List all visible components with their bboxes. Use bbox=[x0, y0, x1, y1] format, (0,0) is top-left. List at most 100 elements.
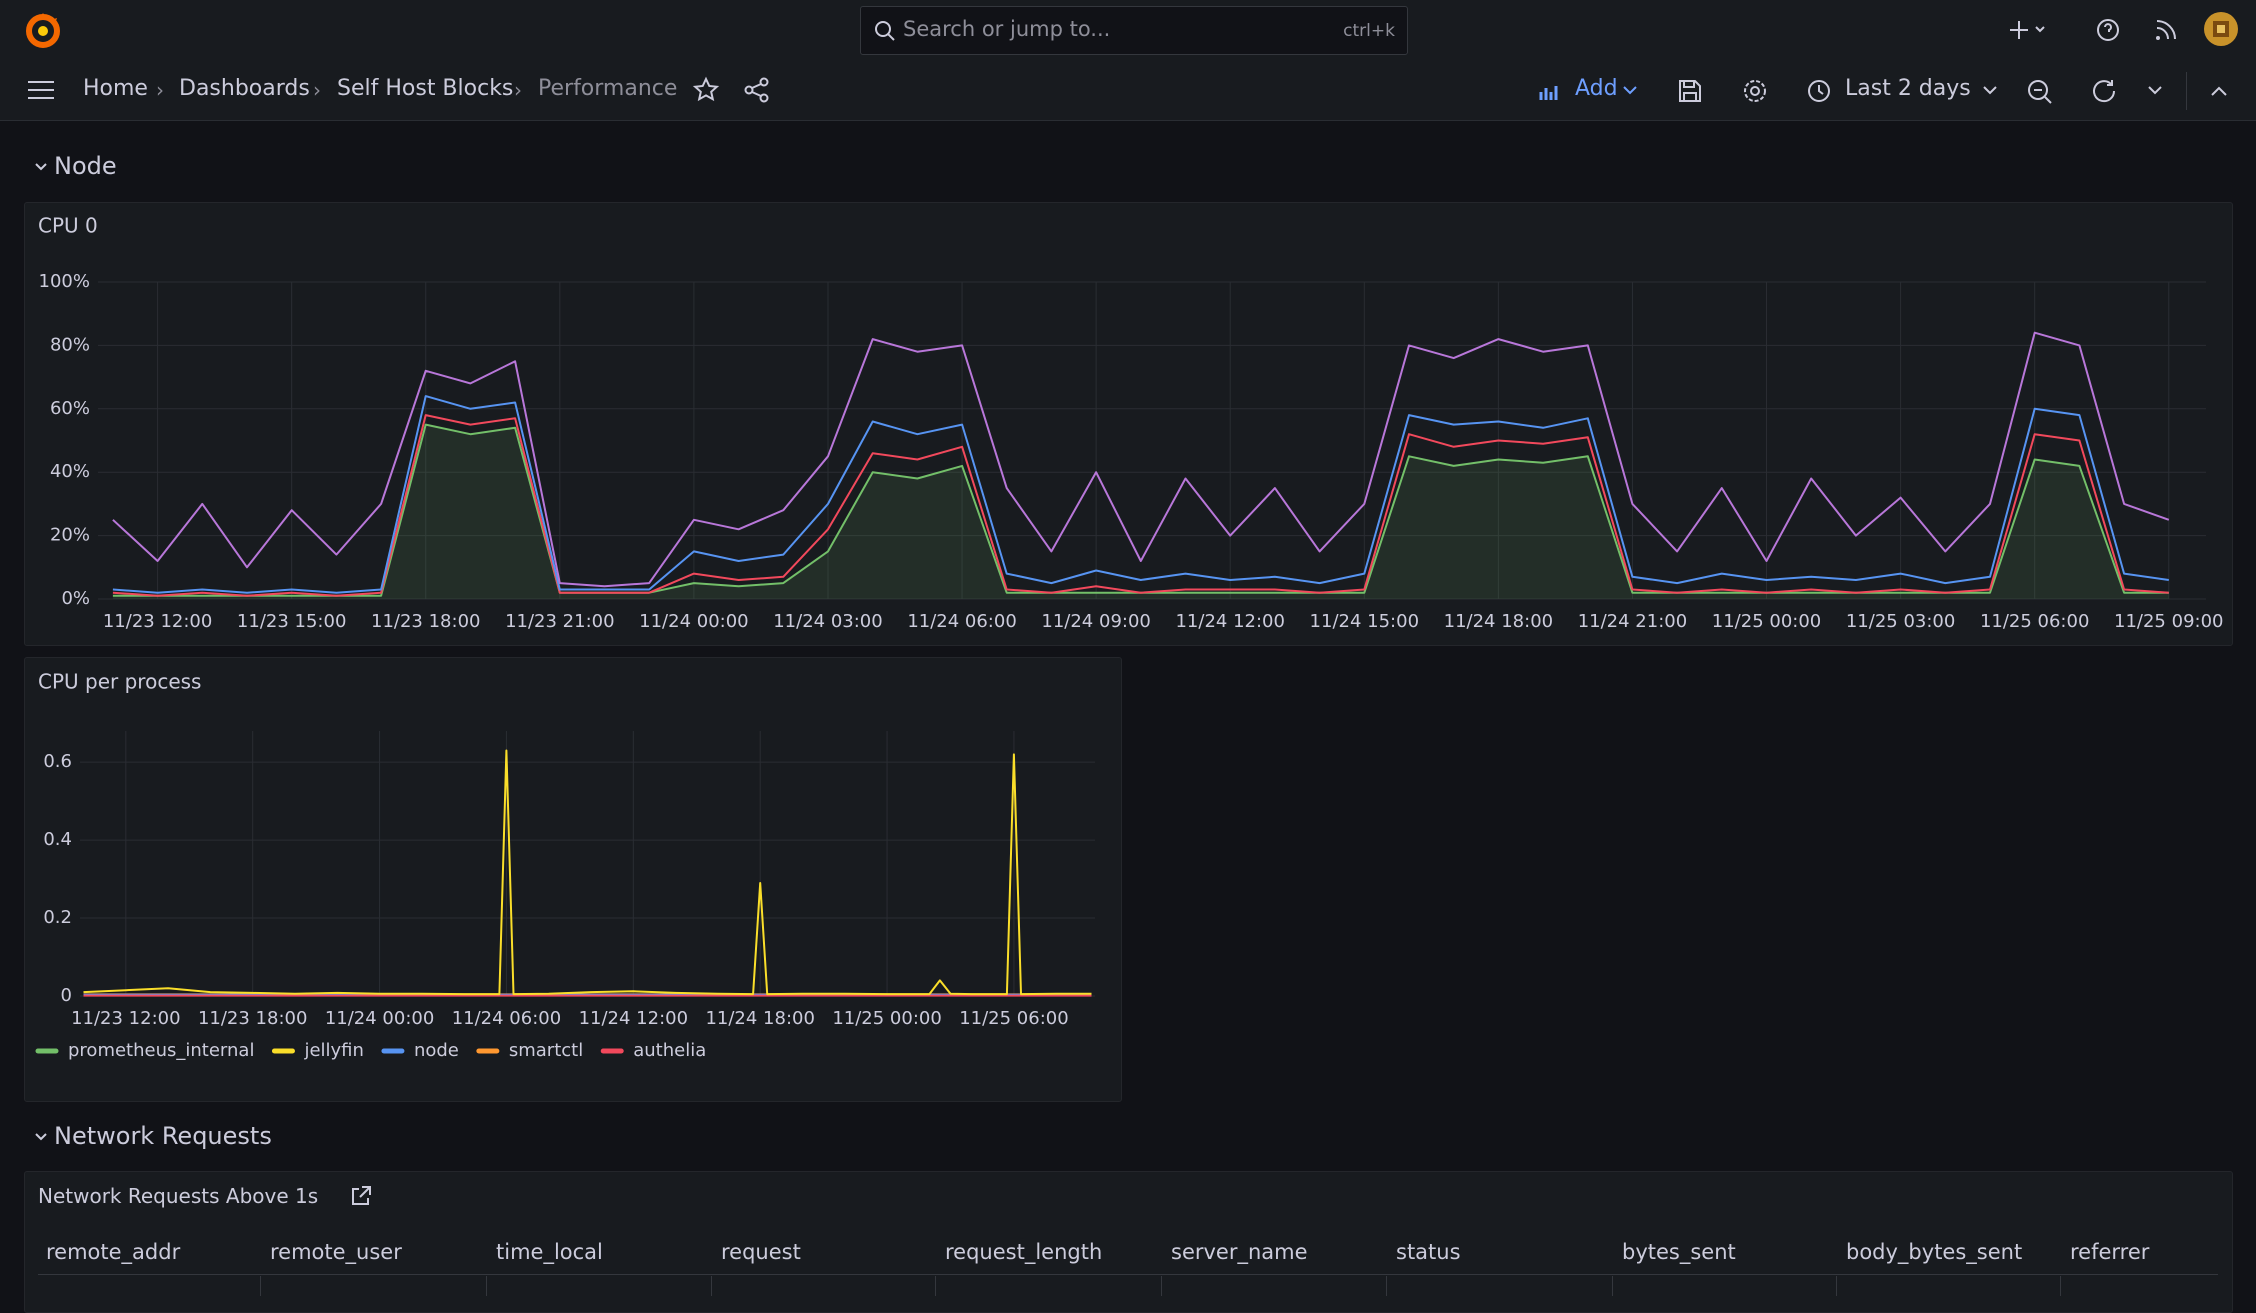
x-tick-label: 11/24 03:00 bbox=[773, 611, 882, 632]
panel-title: CPU 0 bbox=[38, 214, 98, 238]
y-tick-label: 0% bbox=[61, 588, 90, 609]
search-box[interactable]: Search or jump to... ctrl+k bbox=[860, 6, 1408, 55]
legend-label[interactable]: smartctl bbox=[509, 1040, 583, 1061]
series-line bbox=[112, 331, 2170, 588]
x-tick-label: 11/23 21:00 bbox=[505, 611, 614, 632]
breadcrumb-current: Performance bbox=[538, 76, 678, 101]
column-divider bbox=[2060, 1276, 2061, 1296]
nav-bar bbox=[0, 60, 2256, 121]
zoom-out[interactable] bbox=[2026, 78, 2054, 106]
divider bbox=[2186, 72, 2187, 110]
panel-title: Network Requests Above 1s bbox=[38, 1184, 319, 1208]
x-tick-label: 11/25 00:00 bbox=[832, 1008, 941, 1029]
new-menu[interactable] bbox=[2006, 16, 2050, 44]
column-header[interactable]: status bbox=[1396, 1240, 1461, 1264]
refresh-chevron[interactable] bbox=[2147, 84, 2163, 98]
x-tick-label: 11/24 12:00 bbox=[1175, 611, 1284, 632]
column-divider bbox=[935, 1276, 936, 1296]
star-icon[interactable] bbox=[692, 76, 720, 104]
shortcut-hint: ctrl+k bbox=[1343, 21, 1395, 41]
share-icon[interactable] bbox=[743, 76, 771, 104]
chart: CPU 0 0% 20% 40% 60% 80% 100% 11/23 12:00 11/23… bbox=[38, 214, 2223, 633]
x-tick-label: 11/24 06:00 bbox=[907, 611, 1016, 632]
column-header[interactable]: body_bytes_sent bbox=[1846, 1240, 2023, 1264]
save-icon[interactable] bbox=[1677, 78, 1703, 104]
x-tick-label: 11/24 00:00 bbox=[325, 1008, 434, 1029]
avatar[interactable] bbox=[2204, 12, 2238, 46]
x-tick-label: 11/23 18:00 bbox=[198, 1008, 307, 1029]
section-title[interactable]: Node bbox=[54, 152, 117, 180]
refresh[interactable] bbox=[2091, 78, 2119, 106]
x-tick-label: 11/24 21:00 bbox=[1578, 611, 1687, 632]
column-header[interactable]: remote_addr bbox=[46, 1240, 181, 1264]
panel-title: CPU per process bbox=[38, 670, 201, 694]
x-tick-label: 11/23 15:00 bbox=[237, 611, 346, 632]
menu-toggle[interactable] bbox=[26, 78, 58, 102]
breadcrumb[interactable]: Dashboards bbox=[179, 76, 310, 101]
collapse[interactable] bbox=[2210, 84, 2228, 98]
table-panel: Network Requests Above 1s bbox=[24, 1171, 2233, 1313]
column-header[interactable]: server_name bbox=[1171, 1240, 1308, 1264]
x-tick-label: 11/25 06:00 bbox=[1980, 611, 2089, 632]
x-tick-label: 11/23 12:00 bbox=[103, 611, 212, 632]
series-line bbox=[83, 749, 1092, 996]
column-divider bbox=[486, 1276, 487, 1296]
logo[interactable] bbox=[24, 10, 62, 50]
section-chevron[interactable] bbox=[34, 1130, 48, 1144]
column-divider bbox=[711, 1276, 712, 1296]
y-tick-label: 0.6 bbox=[43, 751, 72, 772]
time-range[interactable]: Last 2 days bbox=[1845, 76, 1971, 101]
column-header[interactable]: time_local bbox=[496, 1240, 603, 1264]
series-line bbox=[112, 414, 2169, 597]
panel: CPU 0 0% 20% 40% 60% 80% 100% 11/23 12:00 11/23… bbox=[24, 202, 2233, 646]
section-title[interactable]: Network Requests bbox=[54, 1122, 272, 1150]
y-tick-label: 0 bbox=[61, 985, 72, 1006]
legend-label[interactable]: prometheus_internal bbox=[68, 1040, 254, 1061]
x-tick-label: 11/24 18:00 bbox=[1444, 611, 1553, 632]
x-tick-label: 11/24 15:00 bbox=[1310, 611, 1419, 632]
column-divider bbox=[260, 1276, 261, 1296]
legend-label[interactable]: jellyfin bbox=[303, 1040, 363, 1061]
x-tick-label: 11/24 00:00 bbox=[639, 611, 748, 632]
x-tick-label: 11/25 03:00 bbox=[1846, 611, 1955, 632]
add-button[interactable]: Add bbox=[1575, 76, 1618, 101]
separator: › bbox=[313, 78, 321, 102]
news-icon[interactable] bbox=[2152, 16, 2180, 44]
add-chevron[interactable] bbox=[1622, 84, 1638, 98]
y-tick-label: 80% bbox=[50, 334, 90, 355]
column-divider bbox=[1612, 1276, 1613, 1296]
y-tick-label: 60% bbox=[50, 398, 90, 419]
column-header[interactable]: request bbox=[721, 1240, 801, 1264]
separator: › bbox=[514, 78, 522, 102]
y-tick-label: 20% bbox=[50, 525, 90, 546]
column-header[interactable]: referrer bbox=[2070, 1240, 2150, 1264]
section-chevron[interactable] bbox=[34, 160, 48, 174]
legend-label[interactable]: authelia bbox=[633, 1040, 706, 1061]
add-icon[interactable] bbox=[1538, 80, 1568, 102]
column-header[interactable]: request_length bbox=[945, 1240, 1103, 1264]
column-header[interactable]: bytes_sent bbox=[1622, 1240, 1736, 1264]
series-area bbox=[112, 424, 2169, 599]
help-icon[interactable] bbox=[2096, 16, 2124, 44]
x-tick-label: 11/25 06:00 bbox=[959, 1008, 1068, 1029]
x-tick-label: 11/23 12:00 bbox=[71, 1008, 180, 1029]
x-tick-label: 11/23 18:00 bbox=[371, 611, 480, 632]
x-tick-label: 11/24 09:00 bbox=[1041, 611, 1150, 632]
y-tick-label: 100% bbox=[39, 271, 90, 292]
column-divider bbox=[1161, 1276, 1162, 1296]
external-link[interactable] bbox=[349, 1184, 373, 1208]
legend-label[interactable]: node bbox=[414, 1040, 459, 1061]
breadcrumb[interactable]: Home bbox=[83, 76, 148, 101]
breadcrumb[interactable]: Self Host Blocks bbox=[337, 76, 514, 101]
panel: CPU per process 0 0.2 0.4 0.6 11/23 12:00 11/… bbox=[24, 657, 1122, 1102]
x-tick-label: 11/24 06:00 bbox=[452, 1008, 561, 1029]
chart: CPU per process 0 0.2 0.4 0.6 11/23 12:00 11/… bbox=[35, 670, 1095, 1061]
clock-icon[interactable] bbox=[1806, 78, 1832, 104]
time-chevron[interactable] bbox=[1982, 84, 1998, 98]
search-icon bbox=[875, 21, 895, 41]
y-tick-label: 0.2 bbox=[43, 907, 72, 928]
column-header[interactable]: remote_user bbox=[270, 1240, 402, 1264]
settings-icon[interactable] bbox=[1741, 77, 1769, 105]
separator: › bbox=[156, 78, 164, 102]
x-tick-label: 11/25 00:00 bbox=[1712, 611, 1821, 632]
